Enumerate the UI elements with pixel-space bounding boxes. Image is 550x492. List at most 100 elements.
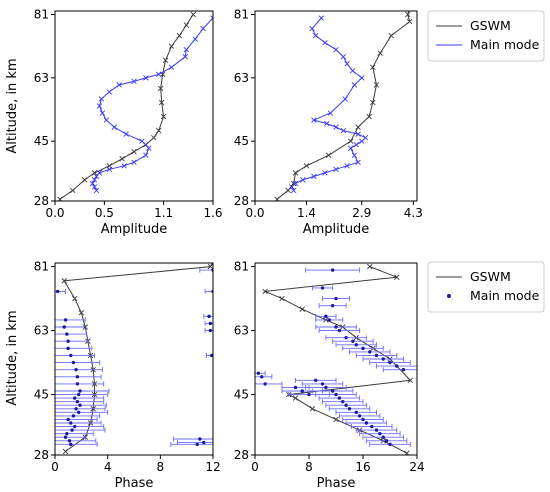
gswm-marker	[292, 170, 299, 176]
main-mode-dot	[73, 424, 77, 429]
main-mode-point	[55, 441, 98, 447]
main-mode-point	[369, 441, 411, 447]
main-mode-point	[362, 356, 404, 362]
gswm-marker	[405, 11, 411, 18]
main-mode-point	[328, 406, 371, 412]
main-mode-point	[55, 392, 109, 398]
main-mode-dot	[381, 435, 385, 439]
x-tick-label: 0.0	[245, 206, 264, 220]
legend-top-main-label: Main mode	[470, 37, 540, 52]
main-mode-dot	[344, 335, 348, 340]
main-mode-series	[289, 15, 369, 194]
main-mode-dot	[401, 367, 406, 372]
gswm-marker	[158, 99, 165, 106]
y-tick-label: 28	[234, 194, 249, 208]
main-mode-point	[332, 338, 374, 344]
main-mode-dot	[198, 437, 202, 441]
gswm-marker	[72, 295, 78, 302]
y-tick-label: 28	[234, 448, 249, 462]
axes-frame	[54, 262, 214, 456]
main-mode-point	[176, 440, 213, 446]
main-mode-point	[170, 441, 213, 447]
main-mode-dot	[320, 382, 325, 386]
y-tick-label: 63	[34, 324, 49, 338]
gswm-marker	[151, 134, 157, 141]
gswm-marker	[290, 180, 297, 187]
legend-bottom-frame	[427, 261, 545, 313]
main-mode-dot	[341, 399, 345, 404]
main-mode-dot	[71, 360, 76, 365]
main-mode-dot	[75, 399, 80, 404]
main-mode-dot	[374, 428, 379, 432]
main-mode-point	[55, 338, 89, 344]
gswm-marker	[61, 278, 67, 284]
main-mode-point	[288, 392, 330, 398]
gswm-marker	[162, 57, 169, 63]
main-mode-point	[204, 320, 213, 326]
gswm-marker	[411, 0, 416, 3]
main-mode-dot	[395, 364, 399, 368]
y-tick-label: 45	[34, 134, 49, 148]
gswm-marker	[81, 177, 88, 183]
gswm-series	[57, 11, 196, 201]
legend-bottom: GSWM Main mode	[427, 261, 545, 313]
main-mode-dot	[63, 435, 68, 439]
main-mode-point	[325, 335, 367, 341]
y-axis-label-top: Altitude, in km	[5, 58, 20, 153]
main-mode-marker	[359, 75, 365, 81]
main-mode-dot	[351, 339, 355, 343]
main-mode-dot	[368, 350, 372, 354]
main-mode-marker	[168, 64, 175, 71]
main-mode-dot	[70, 428, 74, 432]
main-mode-dot	[388, 442, 392, 447]
main-mode-marker	[182, 54, 189, 60]
main-mode-point	[311, 285, 334, 291]
main-mode-dot	[384, 439, 389, 443]
main-mode-dot	[69, 353, 73, 358]
gswm-line	[263, 266, 412, 454]
main-mode-marker	[96, 170, 103, 176]
x-axis-label: Amplitude	[303, 222, 370, 237]
main-mode-marker	[91, 177, 98, 183]
main-mode-marker	[103, 117, 110, 123]
gswm-marker	[394, 274, 400, 280]
main-mode-point	[338, 413, 381, 419]
main-mode-point	[173, 436, 213, 442]
main-mode-marker	[349, 68, 356, 74]
gswm-marker	[292, 395, 299, 401]
main-mode-point	[204, 328, 213, 334]
main-mode-marker	[300, 177, 306, 183]
y-tick-label: 45	[34, 388, 49, 402]
main-mode-marker	[200, 25, 206, 32]
main-mode-dot	[361, 417, 365, 422]
plot-area	[55, 263, 213, 455]
main-mode-point	[55, 399, 105, 405]
main-mode-marker	[311, 173, 317, 180]
gswm-series	[262, 263, 413, 455]
x-tick-label: 0.5	[95, 206, 114, 220]
main-mode-marker	[91, 184, 98, 190]
main-mode-marker	[324, 120, 330, 127]
y-tick-label: 81	[34, 8, 49, 22]
main-mode-dot	[344, 403, 348, 407]
plot-area	[57, 11, 213, 201]
gswm-marker	[62, 448, 69, 455]
main-mode-marker	[340, 127, 347, 134]
x-tick-label: 4	[104, 460, 112, 474]
y-tick-label: 63	[234, 71, 249, 85]
main-mode-marker	[355, 131, 361, 137]
x-tick-label: 8	[157, 460, 165, 474]
gswm-marker	[279, 295, 285, 302]
main-mode-dot	[357, 414, 362, 418]
main-mode-dot	[208, 321, 213, 326]
main-mode-dot	[73, 396, 77, 400]
main-mode-point	[55, 367, 103, 373]
main-mode-marker	[192, 36, 198, 42]
main-mode-point	[376, 363, 417, 369]
main-mode-marker	[121, 163, 127, 169]
main-mode-point	[369, 360, 411, 366]
main-mode-marker	[131, 78, 137, 85]
main-mode-marker	[183, 46, 190, 53]
gswm-line	[276, 11, 411, 200]
